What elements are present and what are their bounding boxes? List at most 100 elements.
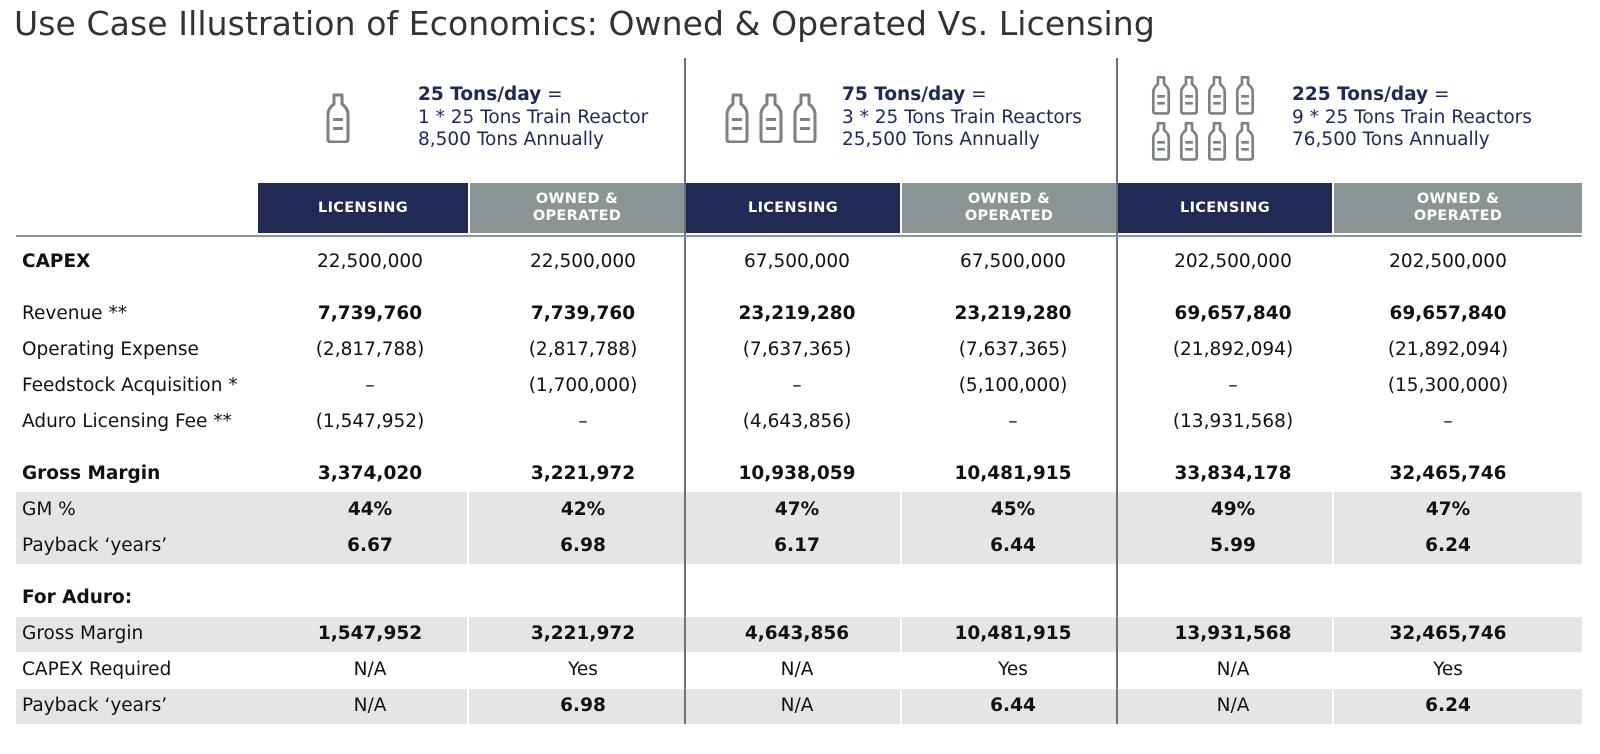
column-header-licensing: LICENSING bbox=[258, 183, 468, 233]
table-cell: 6.44 bbox=[990, 695, 1036, 716]
column-header-owned-operated: OWNED & OPERATED bbox=[902, 183, 1116, 233]
divider-band-col-3b bbox=[1332, 617, 1334, 652]
divider-band-col-2 bbox=[900, 492, 902, 564]
bottle-icon-group bbox=[1138, 72, 1268, 164]
bottle-icon-group bbox=[700, 90, 842, 146]
column-header-owned-operated: OWNED & OPERATED bbox=[1334, 183, 1582, 233]
table-cell: 5.99 bbox=[1210, 535, 1256, 556]
table-cell: (13,931,568) bbox=[1172, 411, 1294, 432]
table-cell: 33,834,178 bbox=[1174, 463, 1292, 484]
bottle-icon-group bbox=[258, 90, 418, 146]
scenario-header-25: 25 Tons/day = 1 * 25 Tons Train Reactor … bbox=[258, 58, 684, 178]
table-cell: (2,817,788) bbox=[528, 339, 638, 360]
table-cell: 7,739,760 bbox=[317, 303, 423, 324]
row-label: CAPEX Required bbox=[22, 659, 172, 680]
row-label: Gross Margin bbox=[22, 623, 144, 644]
table-cell: – bbox=[792, 375, 802, 396]
table-cell: 6.17 bbox=[774, 535, 820, 556]
divider-band-col-1b bbox=[467, 617, 469, 652]
table-row-aduro_gm: Gross Margin 1,547,952 3,221,972 4,643,856 1… bbox=[0, 616, 1600, 652]
table-cell: N/A bbox=[353, 695, 387, 716]
scenario-reactors: 1 * 25 Tons Train Reactor bbox=[418, 106, 649, 128]
scenario-annual: 8,500 Tons Annually bbox=[418, 129, 604, 151]
scenario-reactors: 9 * 25 Tons Train Reactors bbox=[1292, 106, 1532, 128]
table-cell: 10,938,059 bbox=[738, 463, 856, 484]
scenario-rate: 75 Tons/day bbox=[842, 84, 966, 106]
table-cell: Yes bbox=[1433, 659, 1463, 680]
table-row-aduro_capex: CAPEX Required N/A Yes N/A Yes N/A Yes bbox=[0, 652, 1600, 688]
table-cell: 23,219,280 bbox=[954, 303, 1072, 324]
row-label: Payback ‘years’ bbox=[22, 695, 168, 716]
table-cell: (21,892,094) bbox=[1387, 339, 1509, 360]
table-cell: (7,637,365) bbox=[742, 339, 852, 360]
table-cell: (7,637,365) bbox=[958, 339, 1068, 360]
bottle-icon bbox=[1179, 75, 1199, 115]
bottle-icon bbox=[759, 93, 783, 143]
table-cell: – bbox=[365, 375, 375, 396]
table-cell: (1,700,000) bbox=[528, 375, 638, 396]
table-cell: (21,892,094) bbox=[1172, 339, 1294, 360]
table-cell: Yes bbox=[568, 659, 598, 680]
divider-band-col-2c bbox=[900, 689, 902, 724]
table-cell: Yes bbox=[998, 659, 1028, 680]
table-cell: – bbox=[1443, 411, 1453, 432]
table-cell: 3,221,972 bbox=[530, 463, 636, 484]
table-cell: 4,643,856 bbox=[744, 623, 850, 644]
table-cell: (1,547,952) bbox=[315, 411, 425, 432]
table-cell: (5,100,000) bbox=[958, 375, 1068, 396]
page-title: Use Case Illustration of Economics: Owne… bbox=[14, 4, 1155, 43]
table-cell: 32,465,746 bbox=[1389, 463, 1507, 484]
band-aduro-payback bbox=[16, 689, 1582, 724]
table-cell: 67,500,000 bbox=[744, 251, 850, 272]
row-label: Operating Expense bbox=[22, 339, 199, 360]
column-header-licensing: LICENSING bbox=[686, 183, 900, 233]
table-cell: N/A bbox=[780, 695, 814, 716]
bottle-icon bbox=[1179, 121, 1199, 161]
table-cell: (15,300,000) bbox=[1387, 375, 1509, 396]
table-cell: 202,500,000 bbox=[1174, 251, 1292, 272]
table-cell: 45% bbox=[990, 499, 1036, 520]
table-row-gross_margin: Gross Margin 3,374,020 3,221,972 10,938,059… bbox=[0, 456, 1600, 492]
table-cell: 6.24 bbox=[1425, 535, 1471, 556]
table-cell: 47% bbox=[774, 499, 820, 520]
divider-band-col-2b bbox=[900, 617, 902, 652]
table-cell: (4,643,856) bbox=[742, 411, 852, 432]
column-header-owned-operated: OWNED & OPERATED bbox=[470, 183, 684, 233]
row-label: GM % bbox=[22, 499, 76, 520]
bottle-icon bbox=[1151, 121, 1171, 161]
table-row-revenue: Revenue ** 7,739,760 7,739,760 23,219,280 23… bbox=[0, 296, 1600, 332]
bottle-icon bbox=[1151, 75, 1171, 115]
divider-band-col-3c bbox=[1332, 689, 1334, 724]
table-cell: 69,657,840 bbox=[1389, 303, 1507, 324]
table-cell: 67,500,000 bbox=[960, 251, 1066, 272]
table-cell: – bbox=[1228, 375, 1238, 396]
table-cell: 42% bbox=[560, 499, 606, 520]
bottle-icon bbox=[1207, 75, 1227, 115]
divider-band-col-3 bbox=[1332, 492, 1334, 564]
header-rule bbox=[16, 235, 1582, 237]
table-cell: 10,481,915 bbox=[954, 623, 1072, 644]
scenario-header-225: 225 Tons/day = 9 * 25 Tons Train Reactor… bbox=[1138, 58, 1582, 178]
table-cell: N/A bbox=[353, 659, 387, 680]
table-cell: N/A bbox=[780, 659, 814, 680]
scenario-annual: 25,500 Tons Annually bbox=[842, 129, 1040, 151]
row-label: Revenue ** bbox=[22, 303, 127, 324]
table-cell: 22,500,000 bbox=[530, 251, 636, 272]
column-header-licensing: LICENSING bbox=[1118, 183, 1332, 233]
table-cell: 23,219,280 bbox=[738, 303, 856, 324]
row-label: For Aduro: bbox=[22, 587, 133, 608]
table-cell: 6.98 bbox=[560, 695, 606, 716]
scenario-rate: 225 Tons/day bbox=[1292, 84, 1429, 106]
table-cell: (2,817,788) bbox=[315, 339, 425, 360]
table-row-capex: CAPEX 22,500,000 22,500,000 67,500,000 67,50… bbox=[0, 244, 1600, 280]
table-cell: 202,500,000 bbox=[1389, 251, 1507, 272]
table-cell: – bbox=[1008, 411, 1018, 432]
table-row-feedstock: Feedstock Acquisition * – (1,700,000) – (5,1… bbox=[0, 368, 1600, 404]
divider-scenario-2-3 bbox=[1116, 58, 1118, 724]
scenario-header-75: 75 Tons/day = 3 * 25 Tons Train Reactors… bbox=[700, 58, 1116, 178]
row-label: Gross Margin bbox=[22, 463, 161, 484]
table-cell: 3,221,972 bbox=[530, 623, 636, 644]
table-cell: 6.44 bbox=[990, 535, 1036, 556]
table-cell: 22,500,000 bbox=[317, 251, 423, 272]
divider-band-col-1c bbox=[467, 689, 469, 724]
